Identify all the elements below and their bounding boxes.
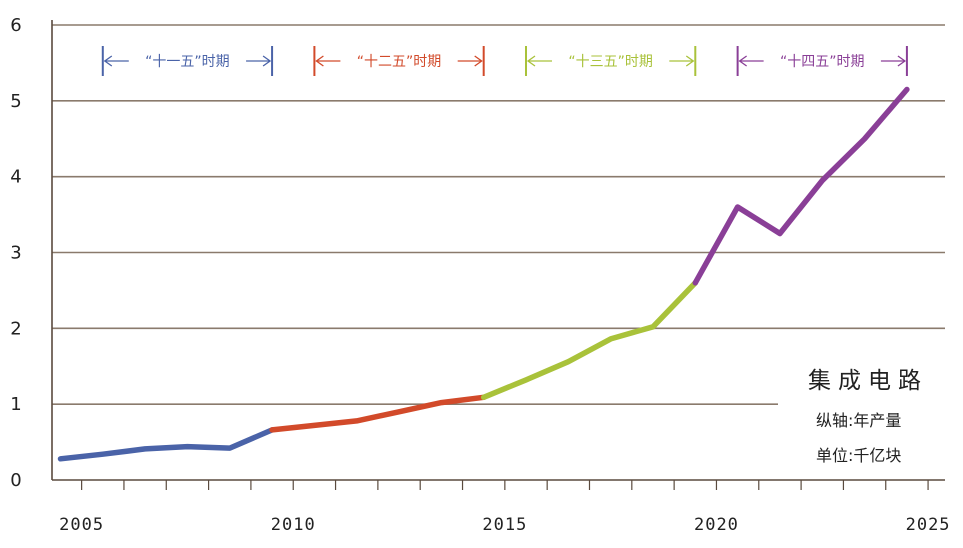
period-marker-2: “十二五”时期 [313,46,485,76]
period-arrowhead-right [897,55,907,67]
y-tick-label-3: 3 [10,243,21,264]
x-tick-labels: 2005 2010 2015 2020 2025 [59,515,951,535]
legend-unit-note: 单位:千亿块 [816,446,901,465]
period-arrowhead-left [103,55,113,67]
x-tick-label-2015: 2015 [482,515,527,535]
period-arrowhead-left [526,55,536,67]
series-line-3 [480,280,699,401]
period-markers: “十一五”时期 “十二五”时期 “十三五”时期 “十四五”时期 [101,46,908,76]
period-label: “十二五”时期 [357,54,442,70]
period-label: “十一五”时期 [145,54,230,70]
period-marker-3: “十三五”时期 [525,46,697,76]
axes [51,20,945,490]
y-tick-label-5: 5 [10,91,21,112]
period-label: “十四五”时期 [780,54,865,70]
y-tick-label-1: 1 [10,394,21,415]
x-tick-label-2020: 2020 [694,515,739,535]
y-tick-labels: 0 1 2 3 4 5 6 [10,15,21,491]
period-arrowhead-right [262,55,272,67]
period-arrowhead-right [685,55,695,67]
period-marker-1: “十一五”时期 [101,46,274,76]
x-tick-label-2005: 2005 [59,515,104,535]
series-line-4 [692,86,910,286]
period-label: “十三五”时期 [568,54,653,70]
series-lines [57,86,910,462]
series-line-2 [269,394,487,433]
period-arrowhead-left [315,55,324,67]
x-tick-label-2010: 2010 [271,515,316,535]
y-tick-label-0: 0 [10,470,21,491]
series-line-1 [57,427,275,462]
period-arrowhead-right [474,55,483,67]
x-tick-label-2025: 2025 [906,515,951,535]
legend-title: 集成电路 [808,368,928,394]
period-arrowhead-left [738,55,747,67]
y-tick-label-6: 6 [10,15,21,36]
y-tick-label-4: 4 [10,167,21,188]
legend: 集成电路 纵轴:年产量 单位:千亿块 [808,368,928,465]
y-tick-label-2: 2 [10,318,21,339]
grid-lines [52,24,945,405]
legend-axis-note: 纵轴:年产量 [816,411,901,430]
period-marker-4: “十四五”时期 [736,46,908,76]
